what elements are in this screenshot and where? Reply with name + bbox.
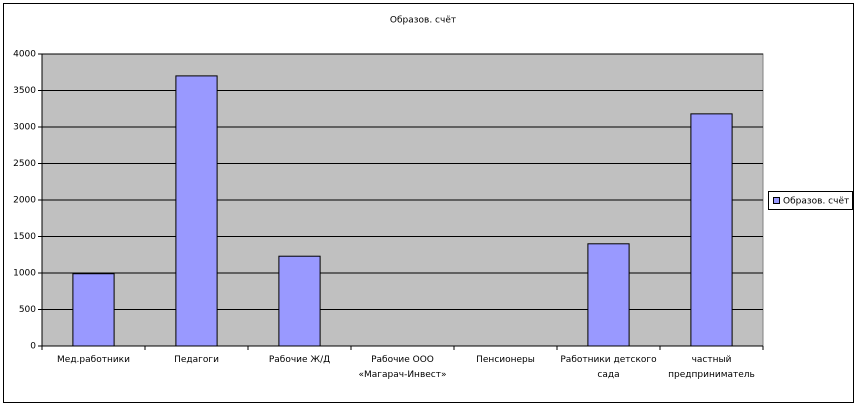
x-tick-label: Педагоги [174, 355, 219, 365]
x-tick-label: Мед.работники [57, 355, 130, 365]
bar [278, 255, 321, 347]
bar [587, 243, 630, 347]
bar [175, 75, 218, 347]
y-tick-label: 4000 [13, 50, 36, 60]
x-tick-label: Рабочие ООО «Магарач-Инвест» [358, 355, 447, 380]
y-tick-label: 0 [30, 342, 36, 352]
y-tick-label: 2500 [13, 159, 36, 169]
y-tick-label: 1000 [13, 269, 36, 279]
y-tick-label: 3500 [13, 86, 36, 96]
bar [72, 273, 115, 347]
x-tick-label: частный предприниматель [668, 355, 755, 380]
y-tick-label: 500 [19, 305, 36, 315]
y-tick-label: 1500 [13, 232, 36, 242]
x-tick-label: Пенсионеры [476, 355, 535, 365]
y-tick-label: 3000 [13, 123, 36, 133]
legend-swatch [773, 197, 780, 204]
legend-box [768, 191, 853, 210]
x-tick-label: Работники детского сада [560, 355, 657, 380]
bar [690, 113, 733, 347]
y-tick-label: 2000 [13, 196, 36, 206]
legend-label: Образов. счёт [783, 197, 849, 207]
x-tick-label: Рабочие Ж/Д [268, 355, 331, 365]
chart-title: Образов. счёт [390, 16, 456, 26]
